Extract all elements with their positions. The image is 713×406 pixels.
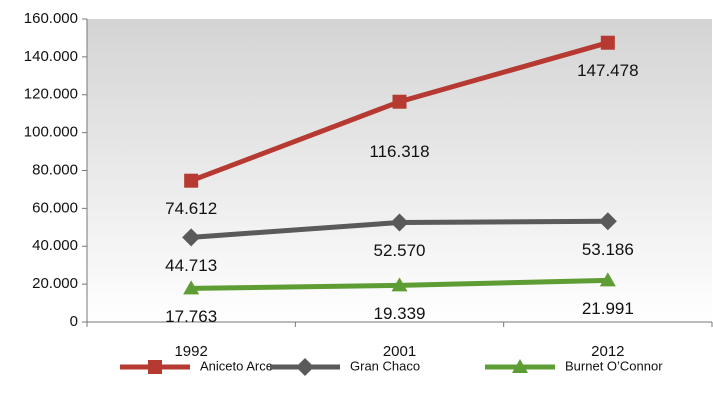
y-tick-label: 100.000 — [24, 124, 78, 141]
value-label: 17.763 — [165, 307, 217, 326]
y-tick-label: 0 — [70, 313, 78, 330]
y-tick-label: 140.000 — [24, 48, 78, 65]
data-point — [598, 212, 617, 231]
legend-marker — [512, 359, 528, 373]
x-tick-label: 2012 — [591, 343, 624, 360]
legend-label: Gran Chaco — [350, 358, 420, 373]
y-tick-label: 60.000 — [32, 199, 78, 216]
value-label: 21.991 — [582, 299, 634, 318]
data-point — [392, 94, 407, 109]
data-point — [184, 173, 199, 188]
value-label: 116.318 — [369, 142, 429, 161]
legend-marker — [296, 358, 314, 376]
legend-marker — [148, 360, 162, 374]
plot-area — [87, 19, 712, 322]
legend-label: Aniceto Arce — [200, 358, 273, 373]
value-label: 19.339 — [374, 304, 426, 323]
y-tick-label: 120.000 — [24, 86, 78, 103]
value-label: 53.186 — [582, 240, 634, 259]
data-point — [182, 228, 201, 247]
x-tick-label: 2001 — [383, 343, 416, 360]
x-tick-label: 1992 — [174, 343, 207, 360]
value-label: 52.570 — [374, 241, 426, 260]
data-point — [391, 277, 408, 292]
value-label: 44.713 — [165, 256, 217, 275]
data-point — [390, 213, 409, 232]
value-label: 74.612 — [165, 199, 217, 218]
y-tick-label: 80.000 — [32, 161, 78, 178]
data-point — [183, 280, 200, 295]
data-point — [599, 272, 616, 287]
value-label: 147.478 — [577, 61, 638, 80]
legend-label: Burnet O’Connor — [565, 358, 663, 373]
data-point — [600, 35, 615, 50]
y-tick-label: 20.000 — [32, 275, 78, 292]
y-tick-label: 40.000 — [32, 237, 78, 254]
y-tick-label: 160.000 — [24, 10, 78, 27]
